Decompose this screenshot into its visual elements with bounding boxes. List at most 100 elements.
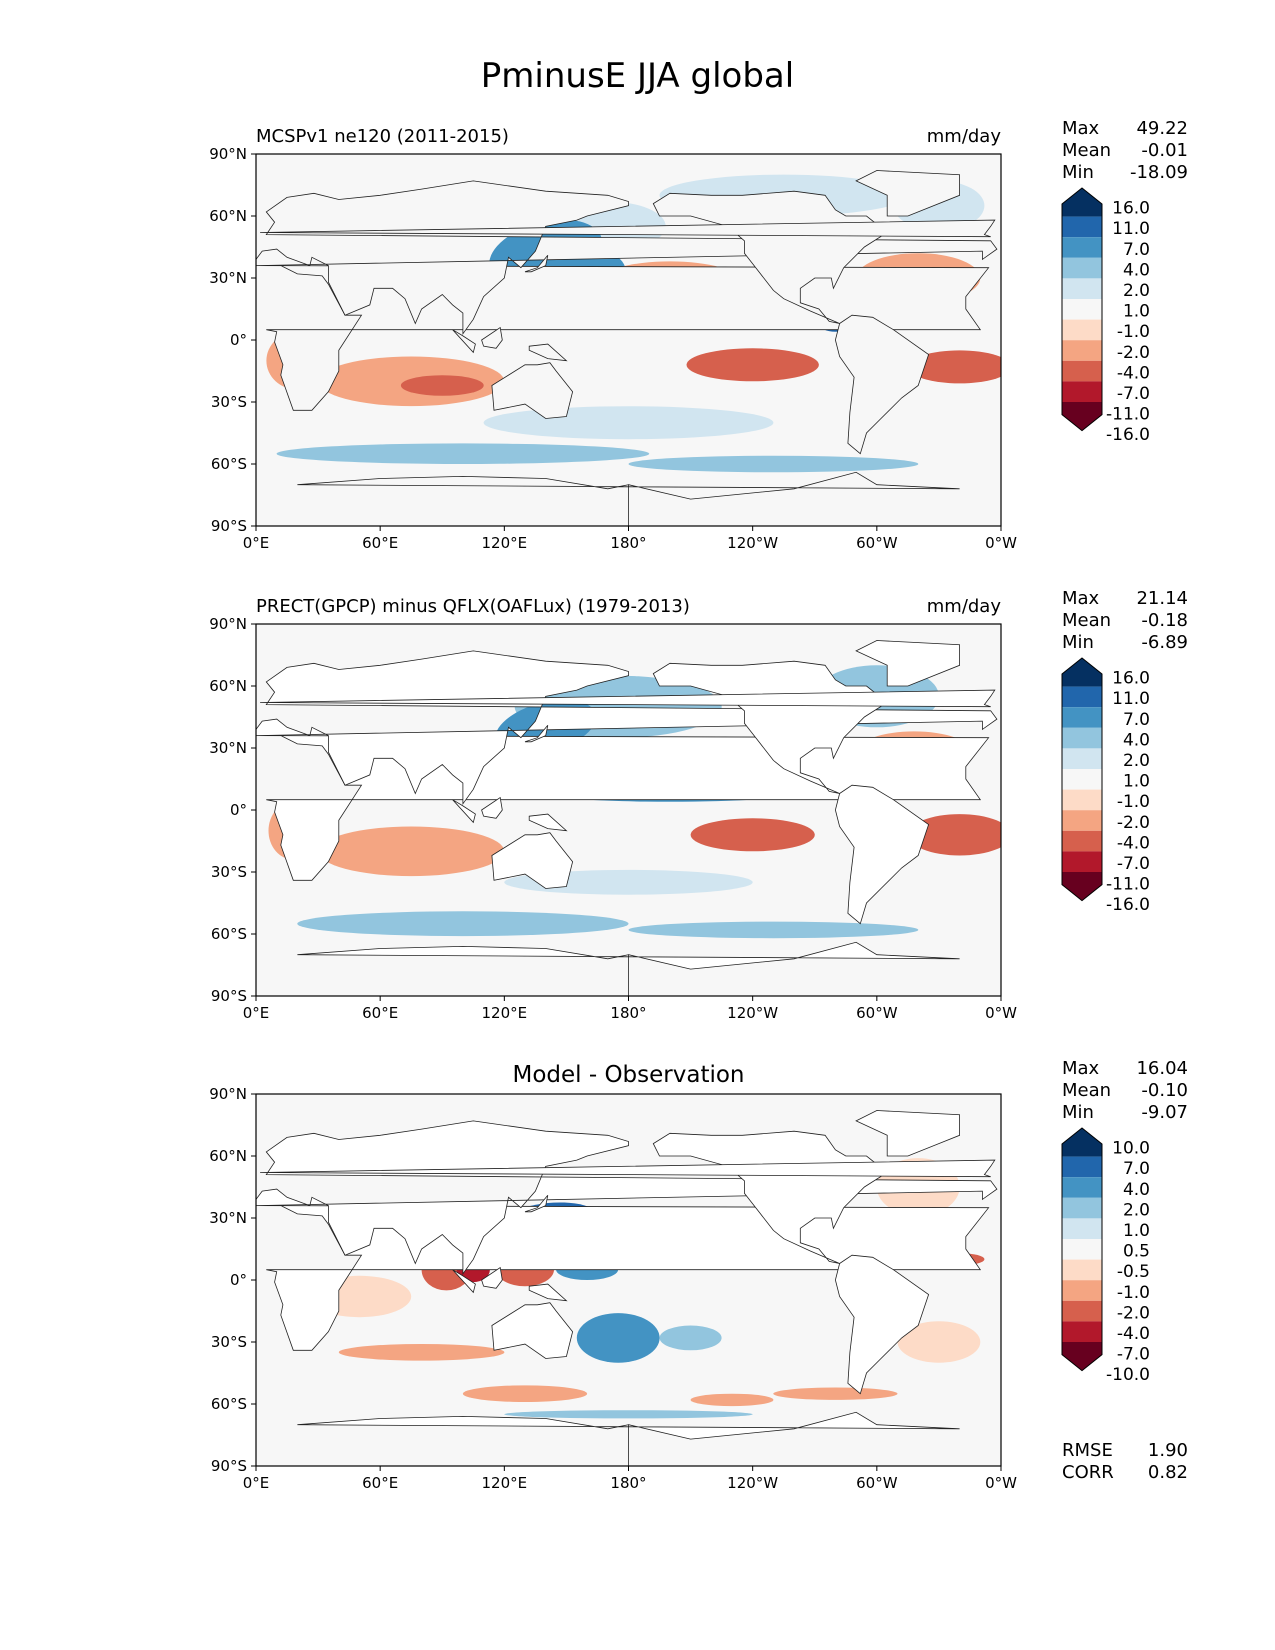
colorbar-tick-label: -0.5 [1117,1262,1150,1282]
x-tick-label: 0°E [243,534,270,552]
coastline [452,1269,476,1294]
x-tick-label: 120°E [482,1004,528,1022]
coastline [260,219,996,238]
colorbar-tick-label: 16.0 [1112,669,1150,689]
colorbar-tick-label: -2.0 [1117,813,1150,833]
coastline [0,1204,244,1351]
stats-box: Max 16.04 Mean -0.10 Min -9.07 [1062,1058,1188,1123]
stat-label: CORR [1062,1462,1114,1483]
colorbar-tick-label: 16.0 [1112,199,1150,219]
stat-label: Mean [1062,610,1111,631]
colorbar-tick-label: -1.0 [1117,1283,1150,1303]
colorbar-segment [1062,707,1102,728]
coastline [0,661,142,793]
y-tick-label: 30°S [211,393,247,411]
coastline [0,651,252,804]
colorbar-segment [1062,810,1102,831]
contour-region [483,406,774,440]
colorbar-segment [1062,789,1102,811]
stat-value: -0.10 [1141,1080,1188,1101]
map-panel-1: 0°E 60°E 120°E 180° 120°W 60°W 0°W 90°N 60°N 30°N… [0,118,1188,552]
contour-region [400,375,484,396]
colorbar-segment [1062,381,1102,402]
coastline [481,796,503,819]
colorbar-segment [1062,1321,1102,1342]
coastline [0,942,215,996]
colorbar-segment [1062,299,1102,320]
x-tick-label: 180° [610,534,646,552]
coastline [90,315,183,454]
coastline [260,689,996,708]
colorbar-tick-label: -2.0 [1117,1303,1150,1323]
coastline [297,941,960,996]
coastline [256,1120,998,1276]
contour-region [907,814,1001,856]
colorbar-segment [1062,686,1102,708]
colorbar-tick-label: -4.0 [1117,363,1150,383]
coastline [855,1110,960,1157]
colorbar-segment [1062,402,1102,431]
coastline [0,472,215,526]
colorbar-segment [1062,872,1102,901]
colorbar-tick-label: -10.0 [1106,1365,1150,1385]
x-tick-label: 120°E [482,534,528,552]
colorbar-tick-label: 11.0 [1112,689,1150,709]
y-tick-label: 90°N [209,615,247,633]
x-tick-label: 0°W [985,1004,1017,1022]
colorbar-segment [1062,769,1102,790]
colorbar-tick-label: -7.0 [1117,1345,1150,1365]
colorbar-tick-label: -16.0 [1106,425,1150,445]
x-tick-label: 180° [610,1004,646,1022]
stat-label: Mean [1062,1080,1111,1101]
units-label: mm/day [927,126,1002,147]
colorbar-tick-label: -4.0 [1117,833,1150,853]
colorbar-tick-label: -7.0 [1117,854,1150,874]
colorbar-tick-label: -4.0 [1117,1324,1150,1344]
contour-region [897,1321,981,1363]
coastline [524,255,549,273]
coastline [524,725,549,743]
colorbar-segment [1062,748,1102,769]
y-tick-label: 30°N [209,739,247,757]
colorbar-segment [1062,1342,1102,1371]
x-tick-label: 120°E [482,1474,528,1492]
y-tick-label: 60°S [211,455,247,473]
colorbar-tick-label: 11.0 [1112,219,1150,239]
colorbar-segment [1062,1128,1102,1157]
colorbar-tick-label: 2.0 [1123,751,1150,771]
y-tick-label: 30°N [209,269,247,287]
colorbar-segment [1062,319,1102,341]
coastline [491,1302,574,1359]
colorbar: 16.011.07.04.02.01.0-1.0-2.0-4.0-7.0-11.… [1061,657,1150,915]
contour-region [297,911,629,937]
colorbar-tick-label: -16.0 [1106,895,1150,915]
stat-value: 49.22 [1136,118,1188,139]
x-tick-label: 180° [610,1474,646,1492]
coastline [834,1254,930,1395]
coastline [0,181,252,334]
figure-title: PminusE JJA global [480,56,795,96]
contour-region [690,818,815,852]
panel-title: Model - Observation [512,1062,744,1088]
colorbar-tick-label: 4.0 [1123,260,1150,280]
stat-label: Min [1062,632,1094,653]
stat-value: 0.82 [1148,1462,1188,1483]
x-tick-label: 120°W [727,1004,778,1022]
coastline [0,1121,252,1274]
contour-region [628,921,919,939]
colorbar-tick-label: -11.0 [1106,875,1150,895]
coastline [834,314,930,455]
colorbar-segment [1062,727,1102,749]
colorbar-tick-label: 0.5 [1123,1242,1150,1262]
coastline [0,1412,215,1466]
coastline [0,734,244,881]
colorbar-tick-label: 10.0 [1112,1139,1150,1159]
colorbar-segment [1062,1156,1102,1178]
y-tick-label: 60°N [209,677,247,695]
colorbar-tick-label: -1.0 [1117,322,1150,342]
colorbar-tick-label: 7.0 [1123,1159,1150,1179]
x-tick-label: 60°E [362,534,398,552]
stat-label: Max [1062,118,1100,139]
coastline [481,326,503,349]
x-tick-label: 120°W [727,1474,778,1492]
